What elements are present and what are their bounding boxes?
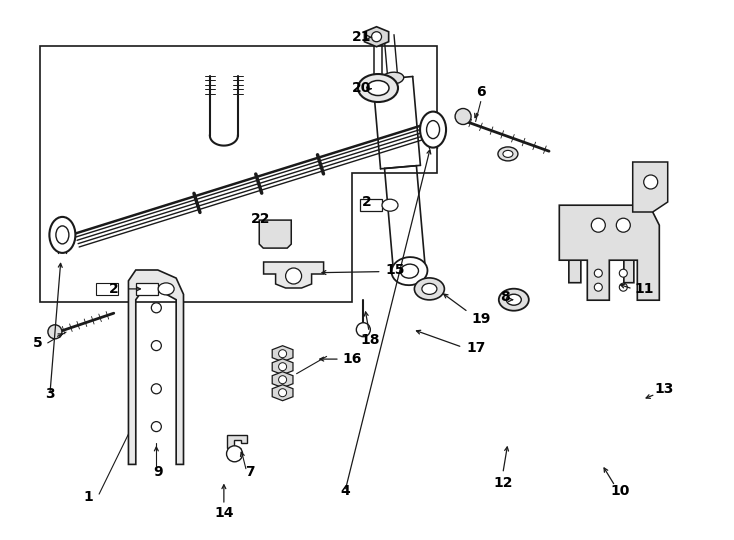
Ellipse shape — [498, 147, 518, 161]
Circle shape — [151, 303, 161, 313]
Text: 20: 20 — [352, 81, 371, 95]
Circle shape — [151, 422, 161, 431]
Text: 7: 7 — [244, 465, 255, 480]
Circle shape — [371, 32, 382, 42]
Circle shape — [279, 350, 286, 357]
Circle shape — [151, 341, 161, 350]
Text: 16: 16 — [343, 352, 362, 366]
Bar — [360, 199, 382, 211]
Polygon shape — [272, 372, 293, 388]
Ellipse shape — [426, 120, 440, 139]
Ellipse shape — [358, 74, 398, 102]
Polygon shape — [272, 359, 293, 375]
Ellipse shape — [499, 289, 528, 310]
Circle shape — [48, 325, 62, 339]
Text: 19: 19 — [471, 312, 490, 326]
Ellipse shape — [503, 151, 513, 157]
Circle shape — [279, 363, 286, 370]
Ellipse shape — [49, 217, 76, 253]
Text: 17: 17 — [466, 341, 485, 355]
Circle shape — [617, 218, 631, 232]
Circle shape — [595, 283, 603, 291]
Bar — [136, 283, 158, 295]
Text: 12: 12 — [493, 476, 512, 490]
Circle shape — [644, 175, 658, 189]
Text: 15: 15 — [385, 263, 404, 277]
Circle shape — [619, 269, 628, 277]
Text: 21: 21 — [352, 30, 371, 44]
Polygon shape — [272, 384, 293, 401]
Polygon shape — [559, 205, 659, 300]
Polygon shape — [264, 262, 324, 288]
Text: 9: 9 — [153, 465, 163, 480]
Text: 11: 11 — [635, 282, 654, 296]
Polygon shape — [364, 26, 389, 47]
Bar — [95, 283, 117, 295]
Text: 14: 14 — [214, 506, 233, 520]
Ellipse shape — [382, 72, 404, 84]
Text: 10: 10 — [611, 484, 630, 498]
Text: 8: 8 — [500, 290, 510, 304]
Circle shape — [619, 283, 628, 291]
Ellipse shape — [382, 199, 398, 211]
Circle shape — [151, 384, 161, 394]
Ellipse shape — [391, 257, 427, 285]
Ellipse shape — [506, 294, 521, 305]
Polygon shape — [259, 220, 291, 248]
Circle shape — [595, 269, 603, 277]
Ellipse shape — [367, 80, 389, 96]
Text: 5: 5 — [33, 336, 43, 350]
Ellipse shape — [420, 112, 446, 147]
Circle shape — [593, 225, 605, 237]
Circle shape — [227, 446, 242, 462]
Text: 2: 2 — [109, 282, 119, 296]
Circle shape — [455, 109, 471, 125]
Text: 6: 6 — [476, 85, 486, 99]
Text: 13: 13 — [655, 382, 674, 396]
Circle shape — [356, 323, 371, 337]
Text: 1: 1 — [83, 490, 93, 504]
Text: 3: 3 — [45, 387, 55, 401]
Ellipse shape — [401, 264, 418, 278]
Text: 18: 18 — [361, 333, 380, 347]
Polygon shape — [633, 162, 668, 212]
Polygon shape — [227, 435, 247, 448]
Polygon shape — [569, 222, 634, 283]
Ellipse shape — [415, 278, 444, 300]
Polygon shape — [128, 270, 184, 464]
Ellipse shape — [158, 283, 174, 295]
Ellipse shape — [56, 226, 69, 244]
Text: 22: 22 — [251, 212, 270, 226]
Circle shape — [279, 389, 286, 397]
Circle shape — [286, 268, 302, 284]
Circle shape — [592, 218, 606, 232]
Text: 4: 4 — [340, 484, 350, 498]
Polygon shape — [272, 346, 293, 362]
Circle shape — [279, 376, 286, 384]
Ellipse shape — [422, 284, 437, 294]
Text: 2: 2 — [362, 195, 372, 210]
